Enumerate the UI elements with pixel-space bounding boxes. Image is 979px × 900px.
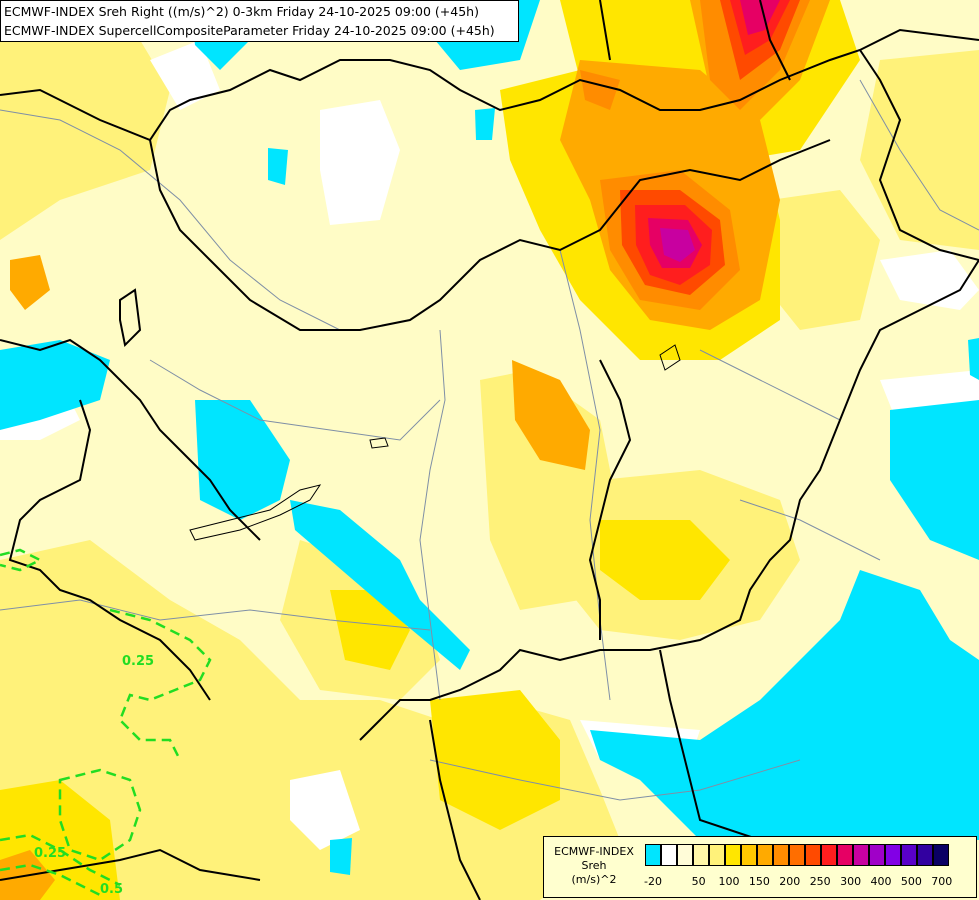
legend-tick-label: 700 (931, 875, 953, 888)
map-title-box: ECMWF-INDEX Sreh Right ((m/s)^2) 0-3km F… (0, 0, 519, 42)
legend-tick-label: 50 (691, 875, 706, 888)
red-core-field (635, 0, 790, 285)
legend-swatch (757, 844, 773, 866)
legend-subtitle: Sreh (581, 859, 607, 872)
scp-label-2: 0.25 (34, 846, 66, 861)
legend-swatch (661, 844, 677, 866)
lakes (189, 344, 681, 541)
scp-label-3: 0.5 (100, 882, 123, 897)
legend-swatch (821, 844, 837, 866)
legend-swatch (901, 844, 917, 866)
scp-label-1: 0.25 (122, 654, 154, 669)
legend-tick-label: 200 (779, 875, 801, 888)
legend-swatch (741, 844, 757, 866)
legend-swatch (885, 844, 901, 866)
legend-swatch (709, 844, 725, 866)
color-legend: ECMWF-INDEX Sreh (m/s)^2 -20 50 100 150 200 2… (543, 836, 977, 898)
legend-swatch (837, 844, 853, 866)
legend-tick-label: 400 (870, 875, 892, 888)
title-line-2: ECMWF-INDEX SupercellCompositeParameter … (4, 23, 495, 38)
title-line-1: ECMWF-INDEX Sreh Right ((m/s)^2) 0-3km F… (4, 4, 479, 19)
legend-tick-label: 300 (840, 875, 862, 888)
legend-swatch (917, 844, 933, 866)
legend-unit: (m/s)^2 (571, 873, 617, 886)
legend-title: ECMWF-INDEX (554, 845, 634, 858)
legend-swatch (677, 844, 693, 866)
scp-contour-labels: 0.25 0.25 0.5 (34, 654, 154, 897)
legend-swatch (789, 844, 805, 866)
legend-tick-label: 150 (748, 875, 770, 888)
legend-swatch (933, 844, 949, 866)
legend-swatch (645, 844, 661, 866)
legend-swatch (805, 844, 821, 866)
scp-contours (0, 548, 212, 897)
legend-label: ECMWF-INDEX Sreh (m/s)^2 (546, 845, 642, 887)
legend-swatch (693, 844, 709, 866)
rivers (0, 79, 979, 801)
legend-tick-label: -20 (644, 875, 662, 888)
legend-swatch (869, 844, 885, 866)
legend-swatch (853, 844, 869, 866)
legend-tick-label: 500 (900, 875, 922, 888)
legend-tick-label: 100 (718, 875, 740, 888)
legend-swatch (725, 844, 741, 866)
legend-tick-label: 250 (809, 875, 831, 888)
legend-swatch (773, 844, 789, 866)
